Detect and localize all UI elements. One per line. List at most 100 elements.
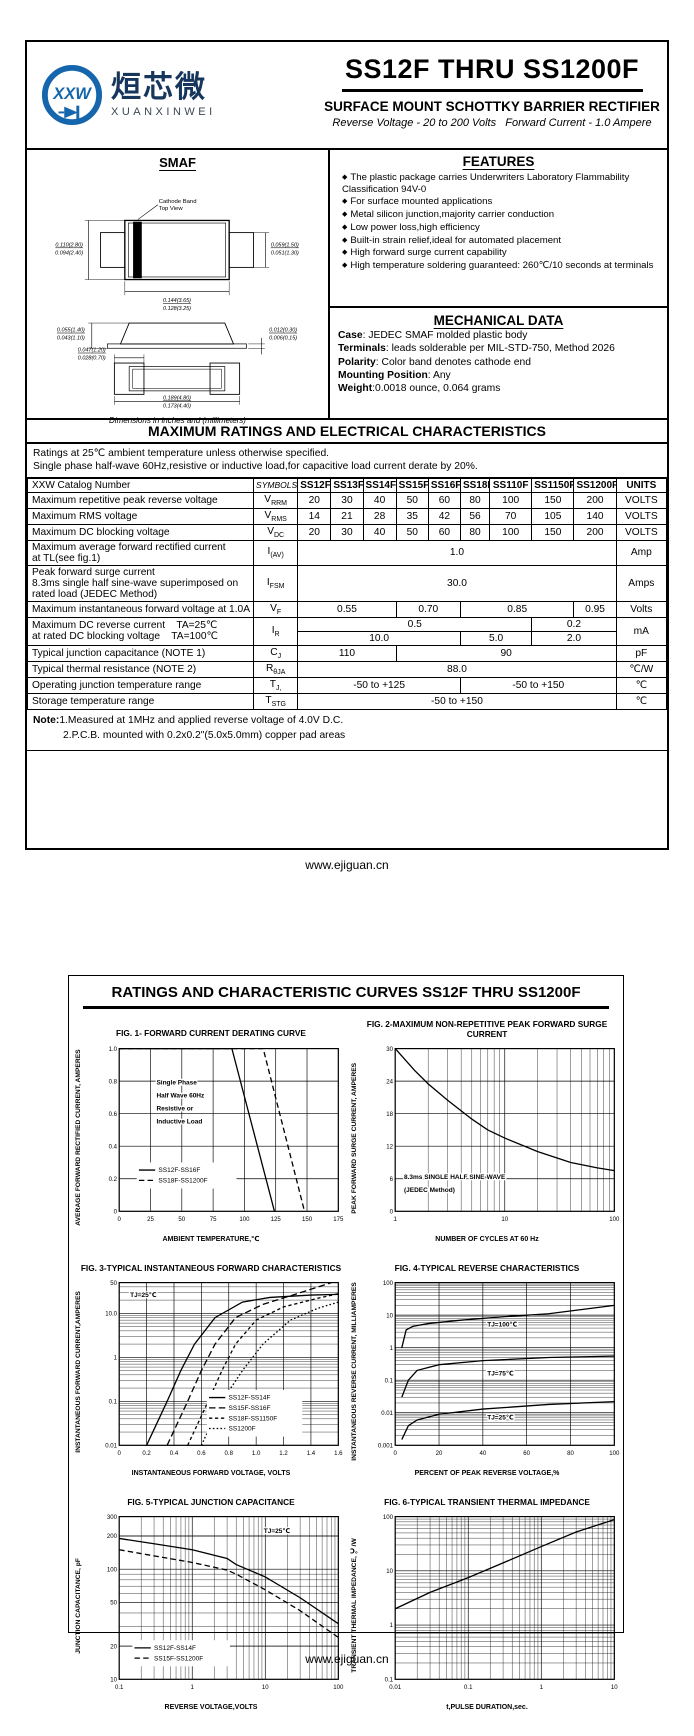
table-unit: VOLTS [615, 491, 668, 509]
svg-text:50: 50 [110, 1281, 117, 1287]
figure-5-body: JUNCTION CAPACITANCE, pF 0.1 1 10 100 300 200 1… [75, 1509, 347, 1703]
svg-text:(JEDEC Method): (JEDEC Method) [404, 1187, 455, 1194]
svg-text:TJ=100℃: TJ=100℃ [487, 1321, 517, 1329]
dim-body-width-min: 0.094(2.40) [55, 250, 83, 256]
svg-text:TJ=25℃: TJ=25℃ [264, 1527, 291, 1535]
svg-text:8.3ms SINGLE HALF SINE-WAVE: 8.3ms SINGLE HALF SINE-WAVE [404, 1174, 506, 1181]
mechanical-item: Polarity: Color band denotes cathode end [338, 356, 531, 368]
svg-text:18: 18 [386, 1112, 393, 1118]
ratings-conditions: Ratings at 25℃ ambient temperature unles… [27, 444, 667, 478]
dim-total-length-min: 0.173(4.40) [163, 403, 191, 409]
table-unit: mA [615, 616, 668, 646]
ratings-condition-1: Ratings at 25℃ ambient temperature unles… [33, 448, 330, 459]
svg-text:SS12F-SS14F: SS12F-SS14F [229, 1395, 271, 1402]
page1-frame: XXW 烜芯微 XUANXINWEI SS12F THRU SS1200F SU… [25, 40, 669, 850]
table-cell: 88.0 [297, 660, 617, 678]
figure-2-ylabel: PEAK FORWARD SURGE CURRENT, AMPERES [351, 1062, 358, 1214]
table-cell: -50 to +125 [297, 676, 461, 694]
feature-text: Built-in strain relief,ideal for automat… [350, 234, 562, 246]
features-section: FEATURES ◆ The plastic package carries Un… [330, 150, 667, 308]
figure-4-title: FIG. 4-TYPICAL REVERSE CHARACTERISTICS [394, 1262, 580, 1273]
figure-5: FIG. 5-TYPICAL JUNCTION CAPACITANCE JUNCT… [75, 1487, 347, 1711]
table-row-label: Peak forward surge current 8.3ms single h… [26, 564, 255, 602]
svg-text:0.4: 0.4 [170, 1451, 179, 1457]
svg-text:20: 20 [110, 1644, 117, 1650]
figure-2-xlabel: NUMBER OF CYCLES AT 60 Hz [435, 1235, 539, 1243]
figure-6-title: FIG. 6-TYPICAL TRANSIENT THERMAL IMPEDAN… [384, 1496, 590, 1507]
table-cell: 21 [330, 507, 364, 525]
brand-name-cn: 烜芯微 [111, 70, 207, 104]
figure-1-body: AVERAGE FORWARD RECTIFIED CURRENT, AMPER… [75, 1041, 347, 1235]
cathode-band-label: Cathode Band [159, 199, 197, 205]
svg-text:Resistive or: Resistive or [156, 1105, 193, 1112]
dim-height-min: 0.043(1.10) [57, 336, 85, 342]
svg-text:10: 10 [262, 1685, 269, 1691]
brand: XXW 烜芯微 XUANXINWEI [27, 42, 317, 148]
website-link-page1[interactable]: www.ejiguan.cn [305, 858, 389, 872]
svg-text:60: 60 [523, 1451, 530, 1457]
svg-text:0.4: 0.4 [109, 1144, 118, 1150]
svg-text:6: 6 [390, 1177, 394, 1183]
mechanical-item: Mounting Position: Any [338, 369, 451, 381]
svg-text:10: 10 [501, 1217, 508, 1223]
svg-text:75: 75 [210, 1217, 217, 1223]
feature-item: ◆ High temperature soldering guaranteed: … [342, 260, 659, 272]
table-header-cell: SS110F [489, 477, 533, 493]
svg-text:40: 40 [479, 1451, 486, 1457]
table-cell: 105 [531, 507, 575, 525]
svg-text:80: 80 [567, 1451, 574, 1457]
table-symbol: I(AV) [253, 539, 299, 566]
svg-text:0.01: 0.01 [389, 1685, 401, 1691]
feature-text: For surface mounted applications [350, 196, 493, 208]
svg-text:12: 12 [386, 1145, 393, 1151]
table-unit: VOLTS [615, 523, 668, 541]
svg-text:SS12F-SS16F: SS12F-SS16F [158, 1167, 200, 1174]
svg-text:1: 1 [540, 1685, 544, 1691]
table-cell: 30 [330, 523, 364, 541]
figure-3-ylabel: INSTANTANEOUS FORWARD CURRENT,AMPERES [75, 1291, 82, 1453]
figure-1-title: FIG. 1- FORWARD CURRENT DERATING CURVE [116, 1028, 306, 1039]
svg-text:10: 10 [110, 1677, 117, 1683]
svg-text:1: 1 [390, 1346, 394, 1352]
svg-text:SS15F-SS16F: SS15F-SS16F [229, 1405, 271, 1412]
svg-text:Half Wave 60Hz: Half Wave 60Hz [156, 1092, 205, 1099]
feature-item: ◆ High forward surge current capability [342, 247, 659, 259]
package-drawing: Cathode Band Top View 0.110(2.80) 0.094(… [55, 199, 299, 409]
brand-name-en: XUANXINWEI [111, 105, 216, 118]
svg-text:10: 10 [386, 1569, 393, 1575]
svg-text:1.0: 1.0 [252, 1451, 261, 1457]
table-cell: 50 [395, 523, 429, 541]
package-name: SMAF [159, 155, 196, 170]
website-link-page2[interactable]: www.ejiguan.cn [305, 1652, 389, 1666]
dim-lead-width-max: 0.059(1.50) [271, 243, 299, 249]
table-cell: 0.2 [531, 616, 617, 632]
table-header-cell: SYMBOLS [253, 477, 299, 493]
feature-text: High temperature soldering guaranteed: 2… [350, 259, 654, 271]
svg-text:100: 100 [609, 1451, 620, 1457]
svg-text:125: 125 [271, 1217, 282, 1223]
svg-text:30: 30 [386, 1047, 393, 1053]
curves-title-divider [83, 1006, 609, 1009]
table-cell: 0.85 [459, 600, 575, 618]
svg-text:SS18F-SS1200F: SS18F-SS1200F [158, 1177, 207, 1184]
table-row-label: Storage temperature range [26, 692, 255, 711]
bullet-icon: ◆ [342, 211, 348, 219]
svg-text:0.1: 0.1 [385, 1677, 394, 1683]
svg-text:0.1: 0.1 [109, 1400, 118, 1406]
table-cell: 50 [395, 491, 429, 509]
table-cell: 150 [531, 491, 575, 509]
table-symbol: IFSM [253, 564, 299, 602]
svg-text:10.0: 10.0 [105, 1312, 117, 1318]
svg-text:1.2: 1.2 [279, 1451, 288, 1457]
table-unit: Amp [615, 539, 668, 566]
brand-text: 烜芯微 XUANXINWEI [111, 70, 216, 118]
curves-title: RATINGS AND CHARACTERISTIC CURVES SS12F … [111, 984, 581, 1001]
figure-5-ylabel: JUNCTION CAPACITANCE, pF [75, 1558, 82, 1654]
table-cell: 100 [489, 491, 533, 509]
figure-4-ylabel: INSTANTANEOUS REVERSE CURRENT, MILLIAMPE… [351, 1282, 358, 1462]
dim-total-length-max: 0.189(4.80) [163, 396, 191, 402]
table-cell: 140 [573, 507, 617, 525]
bullet-icon: ◆ [342, 249, 348, 257]
table-header-cell: UNITS [615, 477, 668, 493]
